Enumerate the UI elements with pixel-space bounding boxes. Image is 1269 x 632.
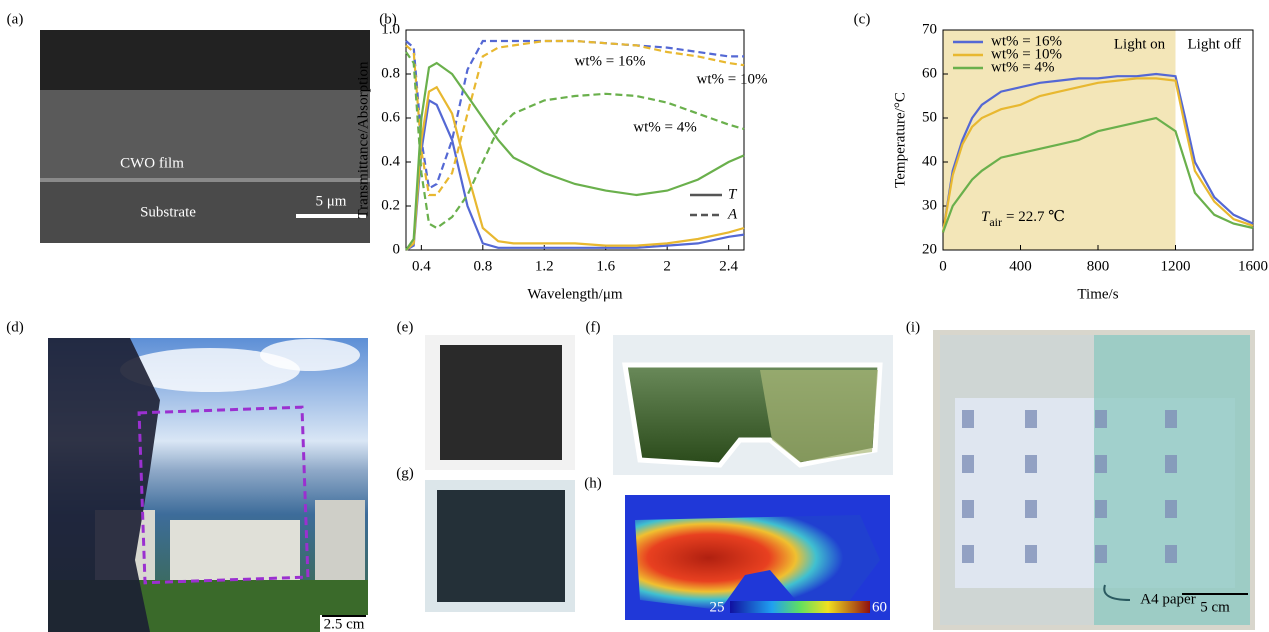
- y-tick-label: 50: [922, 109, 937, 125]
- sem-image: CWO film Substrate 5 μm: [40, 30, 370, 243]
- series-label: wt% = 4%: [633, 119, 696, 135]
- y-tick-label: 20: [922, 241, 937, 257]
- x-tick-label: 400: [1009, 258, 1032, 274]
- x-tick-label: 1200: [1161, 258, 1191, 274]
- x-tick-label: 1.6: [596, 258, 615, 274]
- y-tick-label: 40: [922, 153, 937, 169]
- y-tick-label: 60: [922, 65, 937, 81]
- spectrum-line: [406, 52, 744, 228]
- x-axis-label: Wavelength/μm: [527, 286, 622, 302]
- legend-label: wt% = 4%: [991, 59, 1054, 75]
- sample-photos: [425, 335, 575, 612]
- x-tick-label: 2: [663, 258, 671, 274]
- glasses-photo: [613, 335, 893, 475]
- light-off-label: Light off: [1188, 36, 1241, 52]
- figure: CWO film Substrate 5 μm 2.5 cm 25 60 ℃ A…: [0, 0, 1269, 632]
- substrate-label: Substrate: [140, 204, 196, 220]
- scale-label: 5 cm: [1200, 599, 1230, 615]
- legend-label: T: [728, 186, 738, 202]
- y-tick-label: 0.4: [381, 153, 400, 169]
- film-label: CWO film: [120, 155, 184, 171]
- panel-label: (e): [397, 319, 414, 335]
- panel-label: (g): [396, 465, 414, 481]
- y-tick-label: 30: [922, 197, 937, 213]
- x-tick-label: 800: [1087, 258, 1110, 274]
- colorbar-max: 60 ℃: [872, 599, 908, 615]
- y-tick-label: 0.2: [381, 197, 400, 213]
- x-tick-label: 1.2: [535, 258, 554, 274]
- thermal-image: 25 60 ℃: [625, 495, 908, 620]
- y-axis-label: Transmittance/Absorption: [355, 61, 371, 218]
- x-tick-label: 1600: [1238, 258, 1268, 274]
- paper-label: A4 paper: [1140, 591, 1195, 607]
- light-on-label: Light on: [1114, 36, 1166, 52]
- annotation-text: = 22.7 ℃: [1006, 209, 1065, 225]
- y-tick-label: 0.6: [381, 109, 400, 125]
- landscape-photo: 2.5 cm: [48, 338, 368, 632]
- scale-label: 5 μm: [316, 193, 347, 209]
- y-tick-label: 0.8: [381, 65, 400, 81]
- series-label: wt% = 10%: [697, 71, 768, 87]
- x-tick-label: 0.4: [412, 258, 431, 274]
- annotation-subscript: air: [989, 215, 1002, 229]
- x-tick-label: 2.4: [719, 258, 738, 274]
- panel-label: (f): [586, 319, 601, 335]
- x-tick-label: 0: [939, 258, 947, 274]
- scale-label: 2.5 cm: [324, 616, 365, 632]
- x-axis-label: Time/s: [1077, 286, 1118, 302]
- y-tick-label: 1.0: [381, 21, 400, 37]
- paper-photo: A4 paper 5 cm: [933, 330, 1255, 630]
- series-label: wt% = 16%: [575, 53, 646, 69]
- panel-label: (c): [854, 11, 871, 27]
- y-tick-label: 0: [393, 241, 401, 257]
- panel-label: (h): [584, 475, 602, 491]
- panel-label: (d): [6, 319, 24, 335]
- colorbar-min: 25: [710, 599, 725, 615]
- panel-label: (i): [906, 319, 920, 335]
- panel-label: (a): [7, 11, 24, 27]
- x-tick-label: 0.8: [473, 258, 492, 274]
- y-axis-label: Temperature/°C: [892, 92, 908, 188]
- y-tick-label: 70: [922, 21, 937, 37]
- legend-label: A: [727, 206, 738, 222]
